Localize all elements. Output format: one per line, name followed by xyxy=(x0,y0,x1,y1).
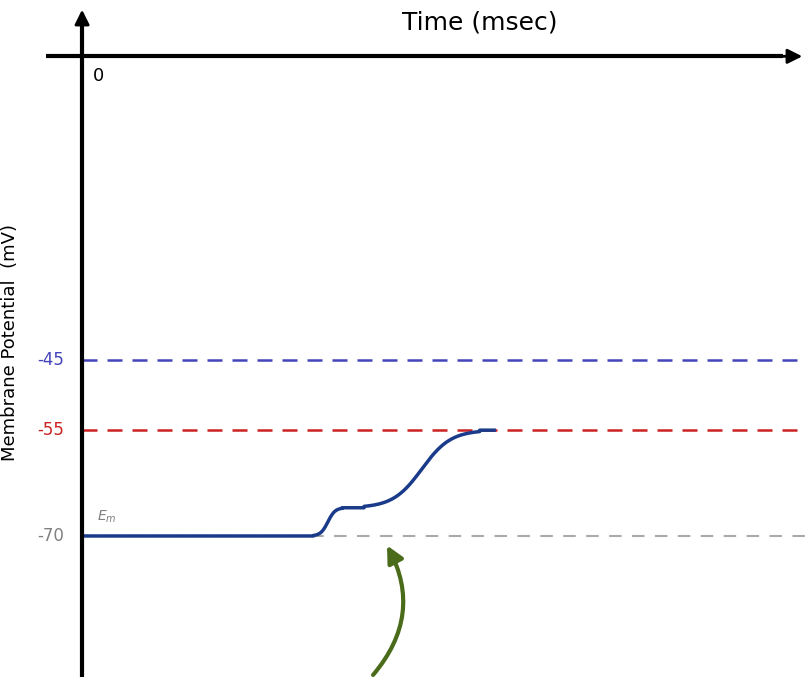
Text: Membrane Potential  (mV): Membrane Potential (mV) xyxy=(1,224,19,460)
Text: -70: -70 xyxy=(37,527,64,545)
Text: -55: -55 xyxy=(37,421,64,439)
Text: 0: 0 xyxy=(92,67,104,85)
FancyArrowPatch shape xyxy=(372,549,403,675)
Text: -45: -45 xyxy=(37,351,64,369)
Text: $E_m$: $E_m$ xyxy=(97,509,116,525)
Text: Time (msec): Time (msec) xyxy=(401,10,557,34)
